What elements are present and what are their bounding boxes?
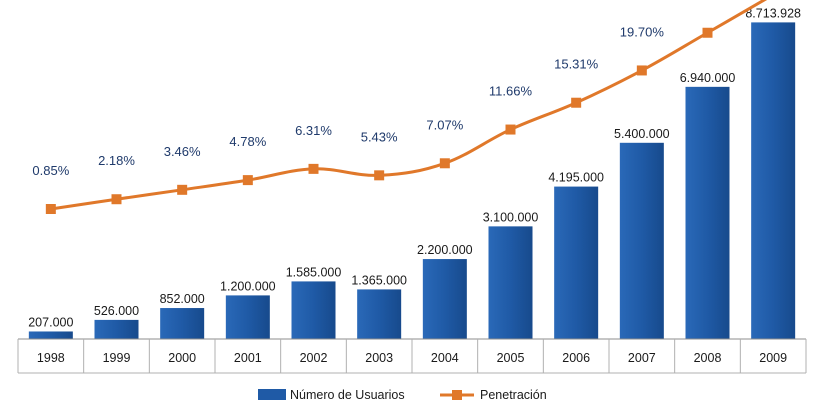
bar-value-label: 4.195.000: [548, 171, 604, 185]
bar: [291, 281, 336, 339]
line-marker: [571, 97, 582, 108]
line-value-label: 15.31%: [554, 57, 599, 72]
x-tick-label: 2007: [628, 351, 656, 365]
legend-bar-label: Número de Usuarios: [290, 388, 405, 400]
x-tick-label: 2008: [694, 351, 722, 365]
bar: [357, 289, 402, 339]
x-tick-label: 2009: [759, 351, 787, 365]
line-marker: [439, 158, 450, 169]
line-value-label: 0.85%: [32, 163, 69, 178]
x-tick-label: 2000: [168, 351, 196, 365]
line-marker: [374, 170, 385, 181]
bar-value-label: 8.713.928: [745, 6, 801, 20]
x-tick-label: 1998: [37, 351, 65, 365]
bar: [225, 295, 270, 339]
line-marker: [111, 194, 122, 205]
bar: [554, 186, 599, 339]
bar-value-label: 2.200.000: [417, 243, 473, 257]
bar: [28, 331, 73, 339]
legend-line-label: Penetración: [480, 388, 547, 400]
line-value-label: 4.78%: [229, 134, 266, 149]
line-value-label: 7.07%: [426, 117, 463, 132]
legend-line-marker: [452, 390, 462, 400]
bar: [160, 308, 205, 339]
line-value-label: 5.43%: [361, 129, 398, 144]
line-marker: [242, 175, 253, 186]
line-value-label: 2.18%: [98, 153, 135, 168]
line-value-label: 11.66%: [489, 84, 533, 99]
bar-value-label: 207.000: [28, 315, 73, 329]
penetracion-line: [50, 0, 768, 211]
x-tick-label: 2006: [562, 351, 590, 365]
bar-value-label: 1.200.000: [220, 279, 276, 293]
bar: [685, 86, 730, 339]
bar-value-label: 6.940.000: [680, 71, 736, 85]
line-marker: [702, 27, 713, 38]
legend-bar-swatch: [258, 389, 286, 400]
bar-value-label: 1.585.000: [286, 265, 342, 279]
x-tick-label: 2003: [365, 351, 393, 365]
bar-value-label: 526.000: [94, 304, 139, 318]
line-marker: [177, 184, 188, 195]
x-tick-label: 2002: [300, 351, 328, 365]
x-tick-label: 2005: [497, 351, 525, 365]
bar: [751, 22, 796, 339]
bar: [488, 226, 533, 339]
x-tick-label: 1999: [103, 351, 131, 365]
bar-value-label: 1.365.000: [351, 273, 407, 287]
line-marker: [45, 204, 56, 214]
line-value-label: 24.83%: [685, 0, 730, 2]
line-marker: [308, 163, 319, 174]
line-value-label: 19.70%: [620, 24, 665, 39]
line-marker: [636, 65, 647, 76]
bar-value-label: 852.000: [160, 292, 205, 306]
line-marker: [505, 124, 516, 135]
bar: [619, 142, 664, 339]
line-value-label: 3.46%: [164, 144, 201, 159]
x-tick-label: 2004: [431, 351, 459, 365]
line-value-label: 6.31%: [295, 123, 332, 138]
x-tick-label: 2001: [234, 351, 262, 365]
bar-value-label: 5.400.000: [614, 127, 670, 141]
bar: [94, 319, 139, 339]
bar-value-label: 3.100.000: [483, 210, 539, 224]
bar: [422, 259, 467, 339]
